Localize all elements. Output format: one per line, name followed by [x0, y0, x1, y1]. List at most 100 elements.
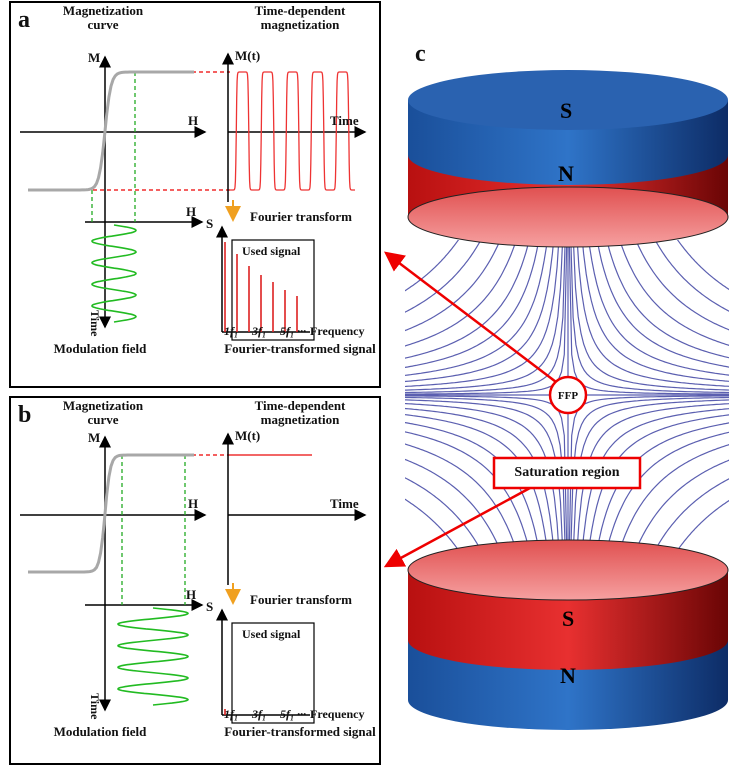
field-line	[581, 240, 729, 382]
panel-label: a	[18, 7, 30, 33]
field-line	[635, 240, 729, 331]
pointer-arrow	[383, 486, 531, 568]
panel-b	[20, 432, 367, 724]
field-line	[405, 407, 556, 560]
field-line	[405, 240, 548, 376]
field-line	[596, 240, 729, 368]
saturation-box	[492, 456, 642, 490]
axis-label: M	[88, 50, 101, 65]
ft-signal-label: Fourier-transformed signal	[224, 724, 376, 739]
field-line	[654, 240, 729, 312]
axis-label: H	[186, 204, 197, 219]
magnetization-curve	[28, 453, 194, 574]
field-line	[576, 240, 729, 387]
used-signal-label: Used signal	[242, 627, 301, 641]
modulation-label: Modulation field	[53, 341, 147, 356]
panel-b-frame	[9, 396, 381, 765]
panel-label: b	[18, 402, 32, 428]
freq-tick-label: 3f₁	[252, 707, 267, 721]
ffp-label: FFP	[557, 390, 579, 402]
pointer-arrow	[384, 251, 561, 386]
used-signal-box	[231, 622, 315, 724]
axis-label: Time	[330, 113, 359, 128]
panel-a	[20, 52, 367, 341]
pole-label: S	[562, 606, 575, 631]
fourier-label: Fourier transform	[250, 209, 352, 224]
fourier-label: Fourier transform	[250, 592, 352, 607]
ft-signal-label: Fourier-transformed signal	[224, 341, 376, 356]
field-line	[405, 240, 482, 313]
axis-label: S	[206, 216, 214, 231]
field-line	[405, 240, 517, 347]
modulation-wave	[117, 607, 190, 706]
magnetization-signal	[230, 71, 355, 191]
panel-label: c	[415, 41, 426, 67]
panel-a-frame	[9, 1, 381, 388]
axis-label: M(t)	[235, 48, 261, 63]
pole-label: N	[560, 663, 576, 688]
field-line	[575, 403, 729, 560]
field-line	[405, 240, 555, 383]
field-line	[405, 240, 566, 394]
top-magnet	[407, 70, 729, 248]
field-line	[405, 396, 567, 560]
field-line	[405, 399, 564, 560]
curve-title: Magnetization curve	[62, 3, 144, 32]
axis-label: H	[186, 587, 197, 602]
bottom-magnet	[407, 539, 729, 730]
axis-label: Time	[88, 310, 102, 337]
field-line	[615, 444, 729, 560]
field-line	[570, 240, 729, 394]
modulation-wave	[91, 224, 137, 323]
pole-label: S	[560, 98, 573, 123]
field-line	[405, 458, 505, 560]
field-line	[572, 240, 729, 391]
axis-label: Time	[88, 693, 102, 720]
axis-label: H	[188, 113, 199, 128]
freq-tick-label: 5f₁ ···	[280, 324, 307, 338]
saturation-label: Saturation region	[514, 465, 620, 480]
field-line	[405, 240, 530, 359]
field-line	[568, 395, 729, 560]
field-line	[405, 498, 466, 560]
field-line	[631, 459, 729, 560]
field-line	[649, 478, 729, 560]
field-line	[606, 240, 729, 359]
field-line	[572, 399, 729, 560]
axis-label: Frequency	[310, 324, 365, 338]
field-line	[670, 499, 729, 560]
field-line	[405, 240, 564, 391]
used-signal-label: Used signal	[242, 244, 301, 258]
curve-title: Magnetization curve	[62, 398, 144, 427]
used-signal-box	[231, 239, 315, 341]
field-line	[405, 240, 460, 292]
freq-tick-label: 1f₁	[224, 324, 239, 338]
field-line	[569, 396, 729, 560]
field-line	[405, 240, 568, 395]
axis-label: Time	[330, 496, 359, 511]
field-line	[405, 402, 561, 560]
axis-label: H	[188, 496, 199, 511]
freq-tick-label: 5f₁ ···	[280, 707, 307, 721]
field-line	[603, 431, 729, 560]
ffp-circle	[548, 375, 588, 415]
axis-label: Frequency	[310, 707, 365, 721]
field-lines	[405, 240, 729, 560]
field-line	[405, 395, 568, 560]
freq-tick-label: 3f₁	[252, 324, 267, 338]
field-line	[405, 240, 540, 369]
field-line	[568, 240, 729, 395]
field-line	[619, 240, 729, 346]
pole-label: N	[558, 161, 574, 186]
axis-label: M	[88, 430, 101, 445]
field-line	[676, 240, 729, 291]
field-line	[580, 408, 729, 560]
time-title: Time-dependent magnetization	[254, 398, 346, 427]
field-line	[405, 477, 487, 560]
modulation-label: Modulation field	[53, 724, 147, 739]
panel-graphics	[20, 52, 367, 724]
magnetization-curve	[28, 70, 194, 192]
field-line	[588, 240, 729, 376]
